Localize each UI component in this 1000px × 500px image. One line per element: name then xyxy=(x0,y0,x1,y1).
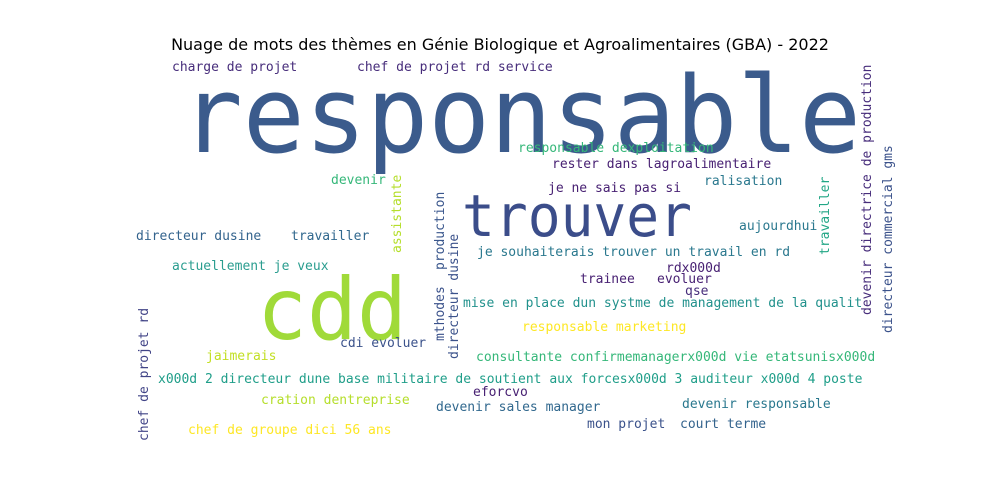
word-19: mise en place dun systme de management d… xyxy=(463,296,863,311)
word-25: eforcvo xyxy=(473,385,528,400)
chart-title: Nuage de mots des thèmes en Génie Biolog… xyxy=(171,35,829,54)
word-37: travailler xyxy=(818,176,833,255)
word-17: evoluer xyxy=(657,272,712,287)
word-16: trainee xyxy=(580,272,635,287)
word-18: qse xyxy=(685,284,709,299)
word-7: devenir xyxy=(331,173,386,188)
word-34: production xyxy=(433,191,448,270)
word-31: court terme xyxy=(680,417,767,432)
word-22: jaimerais xyxy=(206,349,277,364)
word-26: cration dentreprise xyxy=(261,393,410,408)
word-38: devenir directrice de production xyxy=(860,64,875,315)
word-13: je souhaiterais trouver un travail en rd xyxy=(477,245,791,260)
word-11: directeur dusine xyxy=(136,229,262,244)
word-28: devenir responsable xyxy=(682,397,831,412)
word-39: directeur commercial gms xyxy=(881,145,896,333)
word-36: directeur dusine xyxy=(447,233,462,359)
word-27: devenir sales manager xyxy=(436,400,601,415)
word-29: chef de groupe dici 56 ans xyxy=(188,423,392,438)
word-4: chef de projet rd service xyxy=(357,60,553,75)
word-35: mthodes xyxy=(433,286,448,341)
word-12: travailler xyxy=(291,229,370,244)
word-0: responsable xyxy=(181,54,861,177)
word-32: chef de projet rd xyxy=(137,307,152,441)
word-10: aujourdhui xyxy=(739,219,818,234)
word-24: x000d 2 directeur dune base militaire de… xyxy=(158,372,863,387)
word-5: responsable dexploitation xyxy=(518,141,714,156)
word-14: actuellement je veux xyxy=(172,259,329,274)
word-9: je ne sais pas si xyxy=(548,181,682,196)
word-15: rdx000d xyxy=(666,261,721,276)
word-8: ralisation xyxy=(704,174,783,189)
word-1: trouver xyxy=(462,182,692,250)
word-6: rester dans lagroalimentaire xyxy=(552,157,772,172)
word-2: cdd xyxy=(257,260,407,360)
word-20: responsable marketing xyxy=(522,320,687,335)
word-30: mon projet xyxy=(587,417,666,432)
word-23: consultante confirmemanagerx000d vie eta… xyxy=(476,350,876,365)
word-33: assistante xyxy=(390,174,405,253)
word-3: charge de projet xyxy=(172,60,298,75)
word-21: cdi evoluer xyxy=(340,336,427,351)
